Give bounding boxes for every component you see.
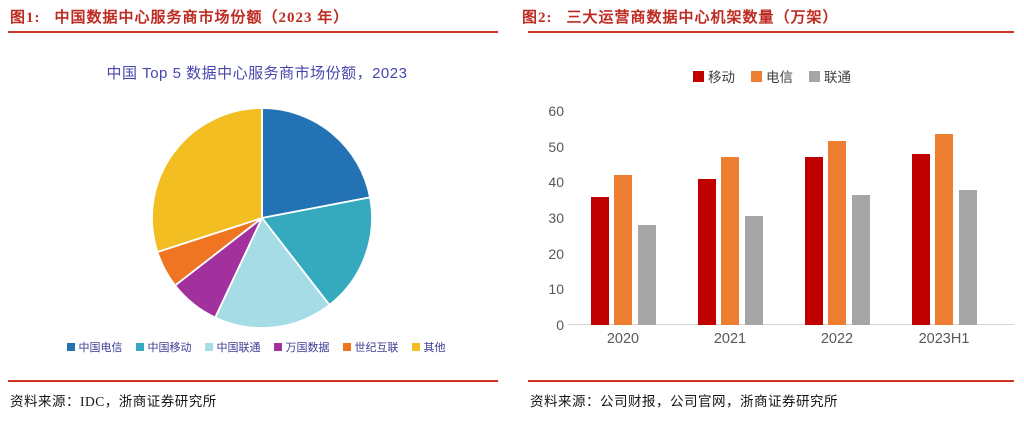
pie-legend-item-2: 中国联通 [204,339,261,355]
bar-2023H1-2 [958,189,977,325]
pie-legend-swatch-2 [204,343,213,351]
pie-slice-0 [261,107,371,219]
bar-2020-0 [590,196,609,325]
pie-legend-item-0: 中国电信 [66,339,123,355]
pie-chart [150,106,374,330]
figure2-title: 三大运营商数据中心机架数量（万架） [566,10,839,26]
pie-legend-swatch-1 [135,343,144,351]
figure1-bottom-rule [8,380,498,382]
bar-legend-label-0: 移动 [708,70,735,85]
y-tick-60: 60 [548,103,564,119]
pie-legend-item-5: 其他 [411,339,446,355]
pie-slice-2 [214,217,331,329]
figure1-header: 图1: 中国数据中心服务商市场份额（2023 年） [10,6,349,27]
bar-legend-item-2: 联通 [809,66,851,86]
figure1-top-rule [8,31,498,33]
pie-legend: 中国电信 中国移动 中国联通 万国数据 世纪互联 其他 [6,339,506,355]
figure2-header: 图2: 三大运营商数据中心机架数量（万架） [522,6,839,27]
pie-slice-1 [261,196,373,306]
figure2-bottom-rule [528,380,1014,382]
x-tick-2021: 2021 [713,331,747,347]
pie-chart-title: 中国 Top 5 数据中心服务商市场份额，2023 [106,65,408,82]
bar-legend-swatch-1 [751,70,762,82]
x-tick-2020: 2020 [606,331,640,347]
bar-legend-item-0: 移动 [693,66,735,86]
figure1-number-label: 图1: [10,10,41,26]
pie-legend-label-2: 中国联通 [216,342,261,354]
figure2-number-label: 图2: [522,10,553,26]
pie-legend-label-1: 中国移动 [147,342,192,354]
bar-2020-1 [614,175,632,325]
figure2-panel: 图2: 三大运营商数据中心机架数量（万架） 移动 电信 联通 0 10 20 30 40 50 6… [512,0,1024,423]
figure2-source: 资料来源：公司财报，公司官网，浙商证券研究所 [530,394,838,409]
x-tick-2023H1: 2023H1 [918,331,970,347]
bar-legend-label-2: 联通 [824,70,851,85]
figure1-panel: 图1: 中国数据中心服务商市场份额（2023 年） 中国 Top 5 数据中心服务… [6,6,506,409]
bar-2022-1 [828,141,846,325]
bar-2021-0 [697,178,716,325]
bar-legend-label-1: 电信 [766,70,793,85]
pie-legend-swatch-5 [411,343,420,351]
pie-svg [151,107,373,329]
bar-2020-2 [637,225,656,325]
y-tick-40: 40 [548,174,564,191]
pie-legend-label-0: 中国电信 [78,342,123,354]
pie-legend-item-1: 中国移动 [135,339,192,355]
pie-slice-5 [151,107,263,253]
bar-2021-1 [721,157,739,325]
y-tick-50: 50 [548,138,564,155]
pie-legend-label-3: 万国数据 [285,342,330,354]
bar-legend-swatch-0 [693,70,704,82]
bar-legend-swatch-2 [809,70,820,82]
bar-legend: 移动 电信 联通 [552,66,992,86]
x-axis-baseline [568,324,1014,325]
y-tick-20: 20 [548,245,564,262]
pie-legend-label-4: 世纪互联 [354,342,399,354]
figure1-source: 资料来源：IDC，浙商证券研究所 [10,394,217,409]
bar-2022-2 [851,194,870,325]
bar-2021-2 [744,216,763,325]
bar-plot-area [568,111,1014,325]
pie-legend-item-4: 世纪互联 [342,339,399,355]
x-tick-2022: 2022 [820,331,854,347]
pie-legend-label-5: 其他 [423,342,446,354]
bar-2023H1-0 [911,153,930,325]
pie-legend-item-3: 万国数据 [273,339,330,355]
pie-legend-swatch-4 [342,343,351,351]
figure2-top-rule [528,31,1014,33]
pie-legend-swatch-3 [273,343,282,351]
y-tick-30: 30 [548,210,564,226]
pie-legend-swatch-0 [66,343,75,351]
y-tick-0: 0 [556,317,564,333]
bar-legend-item-1: 电信 [751,66,793,86]
bar-2022-0 [804,157,823,325]
figure1-title: 中国数据中心服务商市场份额（2023 年） [54,10,350,26]
bar-2023H1-1 [935,134,953,325]
y-tick-10: 10 [548,281,564,298]
